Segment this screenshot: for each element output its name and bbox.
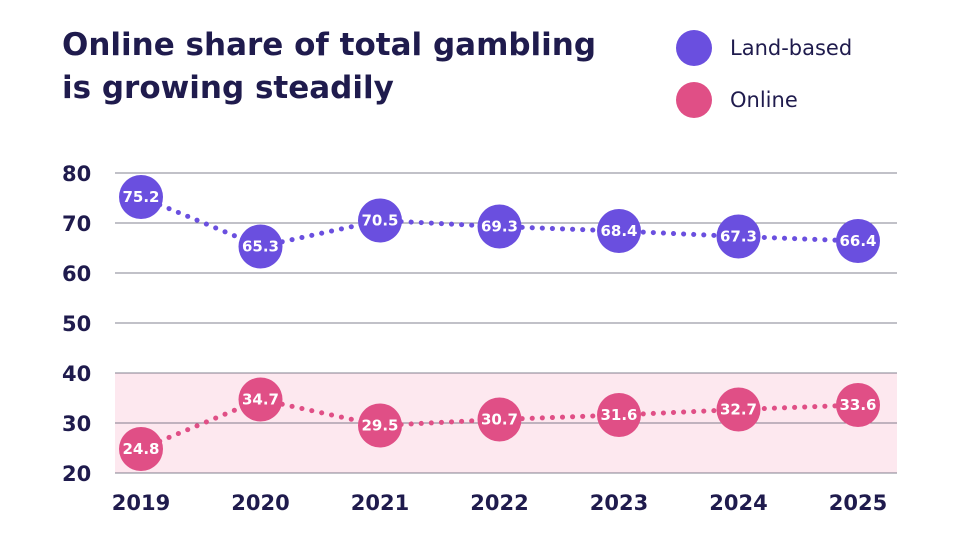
data-point-online-2023 bbox=[597, 393, 641, 437]
legend-label-online: Online bbox=[730, 88, 798, 112]
x-tick-label-2025: 2025 bbox=[829, 491, 887, 515]
chart-title: Online share of total gambling is growin… bbox=[62, 24, 622, 110]
legend-swatch-land-based bbox=[676, 30, 712, 66]
data-point-land-based-2021 bbox=[358, 198, 402, 243]
data-label-online-2025: 33.6 bbox=[839, 396, 876, 414]
y-tick-label-20: 20 bbox=[62, 462, 91, 486]
data-point-online-2021 bbox=[358, 403, 402, 448]
data-point-online-2024 bbox=[716, 387, 761, 432]
legend-label-land-based: Land-based bbox=[730, 36, 853, 60]
data-label-land-based-2019: 75.2 bbox=[122, 188, 159, 206]
data-label-online-2020: 34.7 bbox=[242, 391, 279, 409]
data-point-land-based-2025 bbox=[836, 219, 880, 263]
y-tick-label-60: 60 bbox=[62, 262, 91, 286]
data-point-online-2025 bbox=[836, 383, 880, 427]
data-label-online-2022: 30.7 bbox=[481, 411, 518, 429]
data-point-land-based-2022 bbox=[477, 204, 522, 249]
x-tick-label-2019: 2019 bbox=[112, 491, 170, 515]
data-label-land-based-2025: 66.4 bbox=[839, 232, 876, 250]
legend: Land-based Online bbox=[676, 30, 852, 134]
data-point-online-2019 bbox=[119, 427, 163, 471]
x-tick-label-2020: 2020 bbox=[231, 491, 289, 515]
data-label-online-2024: 32.7 bbox=[720, 401, 757, 419]
legend-item-online: Online bbox=[676, 82, 852, 118]
data-label-online-2019: 24.8 bbox=[122, 440, 159, 458]
y-tick-label-70: 70 bbox=[62, 212, 91, 236]
x-tick-label-2021: 2021 bbox=[351, 491, 409, 515]
data-point-land-based-2020 bbox=[238, 224, 283, 269]
data-label-land-based-2022: 69.3 bbox=[481, 218, 518, 236]
y-tick-label-30: 30 bbox=[62, 412, 91, 436]
data-label-land-based-2024: 67.3 bbox=[720, 228, 757, 246]
data-point-online-2022 bbox=[477, 397, 522, 442]
y-tick-label-50: 50 bbox=[62, 312, 91, 336]
data-point-land-based-2019 bbox=[119, 175, 163, 219]
data-point-land-based-2024 bbox=[716, 214, 761, 259]
data-label-land-based-2023: 68.4 bbox=[600, 222, 637, 240]
data-label-online-2023: 31.6 bbox=[600, 406, 637, 424]
data-point-online-2020 bbox=[238, 377, 283, 422]
x-tick-label-2022: 2022 bbox=[470, 491, 528, 515]
chart-title-line-1: Online share of total gambling bbox=[62, 27, 597, 63]
y-tick-label-40: 40 bbox=[62, 362, 91, 386]
legend-item-land-based: Land-based bbox=[676, 30, 852, 66]
data-label-land-based-2021: 70.5 bbox=[361, 212, 398, 230]
data-label-land-based-2020: 65.3 bbox=[242, 238, 279, 256]
x-tick-label-2024: 2024 bbox=[709, 491, 767, 515]
chart-title-line-2: is growing steadily bbox=[62, 70, 394, 106]
x-tick-label-2023: 2023 bbox=[590, 491, 648, 515]
data-label-online-2021: 29.5 bbox=[361, 417, 398, 435]
data-point-land-based-2023 bbox=[597, 209, 641, 253]
y-tick-label-80: 80 bbox=[62, 162, 91, 186]
legend-swatch-online bbox=[676, 82, 712, 118]
